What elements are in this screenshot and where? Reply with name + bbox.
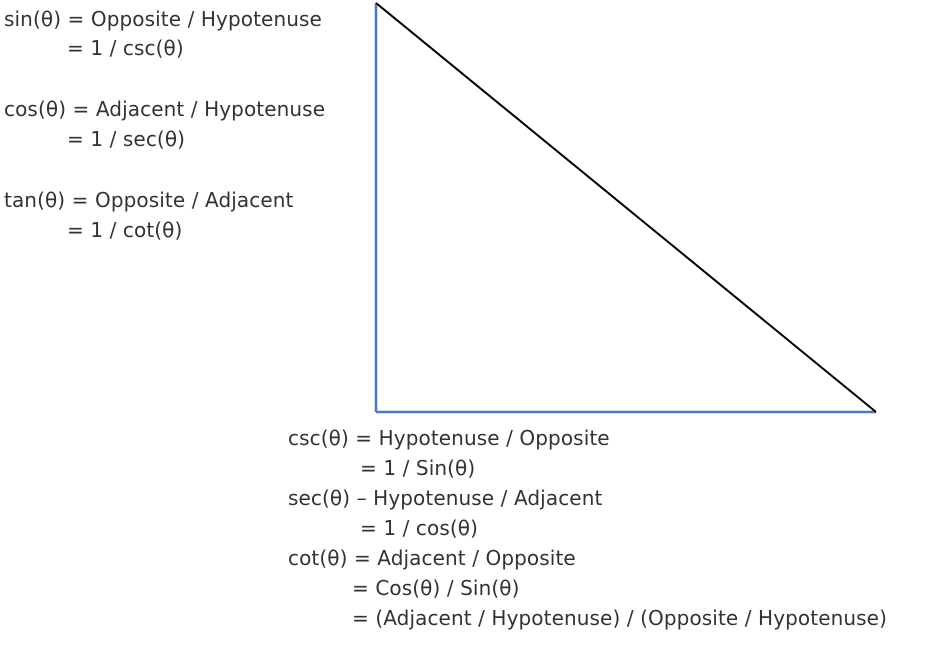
cot-cos-over-sin: = Cos(θ) / Sin(θ) <box>352 576 520 600</box>
csc-definition: csc(θ) = Hypotenuse / Opposite <box>288 426 610 450</box>
sin-definition: sin(θ) = Opposite / Hypotenuse <box>4 7 322 31</box>
sin-reciprocal: = 1 / csc(θ) <box>67 36 184 60</box>
cos-definition: cos(θ) = Adjacent / Hypotenuse <box>4 97 326 121</box>
cot-ratio-expansion: = (Adjacent / Hypotenuse) / (Opposite / … <box>352 606 887 630</box>
csc-reciprocal: = 1 / Sin(θ) <box>360 456 476 480</box>
sec-definition: sec(θ) – Hypotenuse / Adjacent <box>288 486 603 510</box>
hypotenuse <box>375 2 877 413</box>
cot-definition: cot(θ) = Adjacent / Opposite <box>288 546 576 570</box>
cos-reciprocal: = 1 / sec(θ) <box>67 127 186 151</box>
tan-definition: tan(θ) = Opposite / Adjacent <box>4 188 294 212</box>
sec-reciprocal: = 1 / cos(θ) <box>360 516 478 540</box>
tan-reciprocal: = 1 / cot(θ) <box>67 218 183 242</box>
